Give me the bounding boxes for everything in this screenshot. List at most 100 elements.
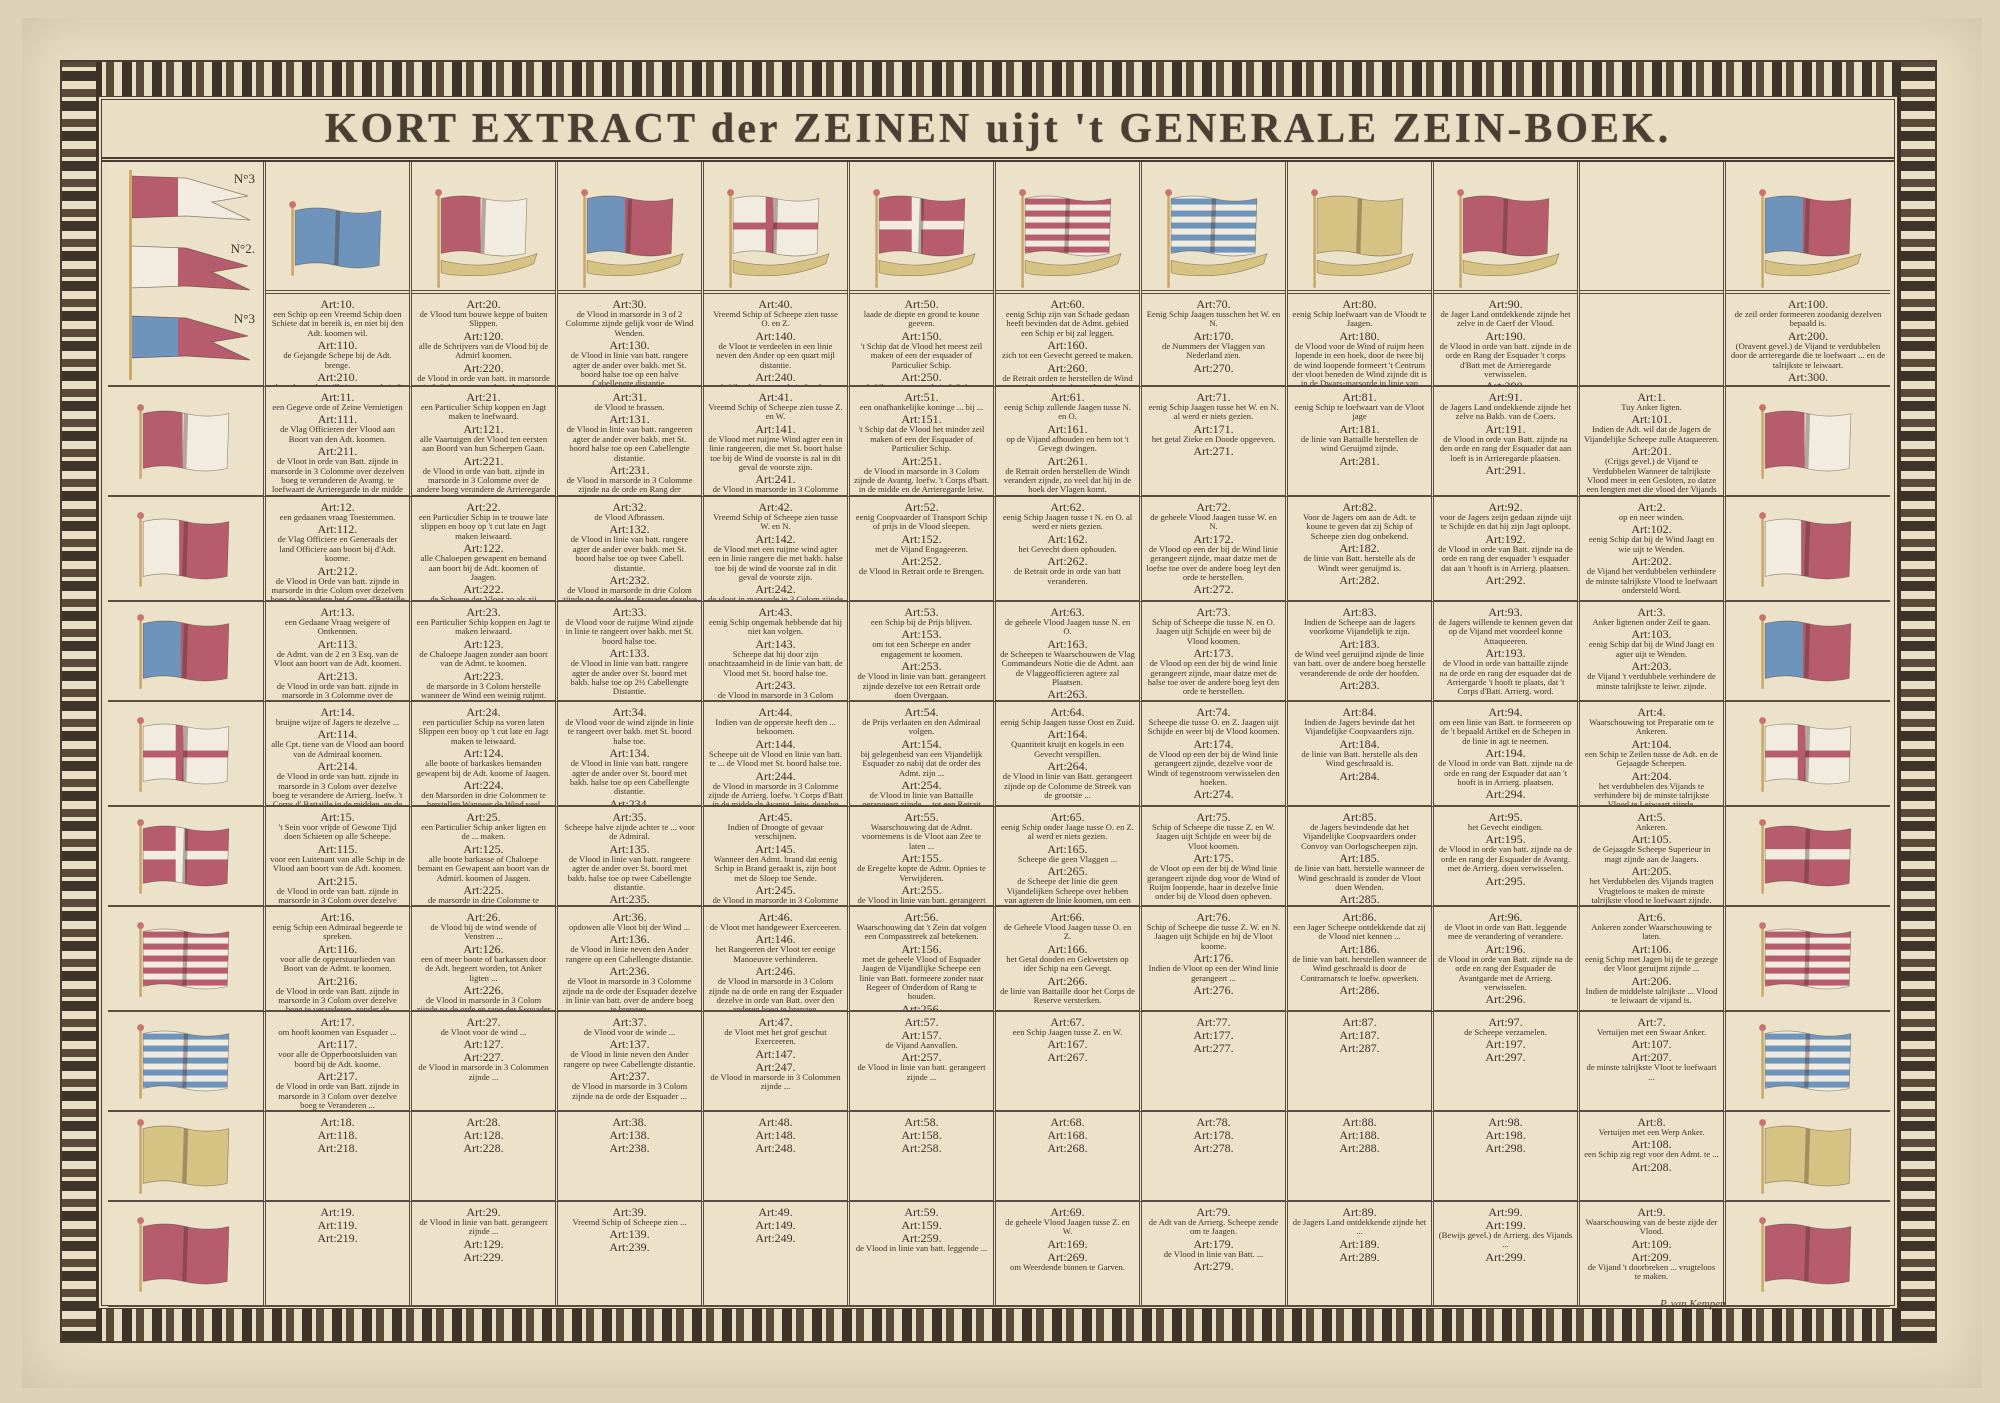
flag-area	[704, 162, 847, 294]
article-text: Waarschouwing van de beste zijde der Vlo…	[1584, 1218, 1719, 1237]
article-block: Art:80.eenig Schip loefwaart van de Vloo…	[1288, 294, 1431, 385]
page-title: KORT EXTRACT der ZEINEN uijt 't GENERALE…	[325, 105, 1671, 153]
article-number: Art:269.	[1000, 1251, 1135, 1263]
header-cell: Art:40.Vreemd Schip of Scheepe zien tuss…	[704, 162, 850, 387]
row-flag-right	[1726, 497, 1890, 602]
article-text: Indien de Vloot op een der Wind linie ge…	[1146, 964, 1281, 983]
article-cell: Art:13.een Gedaane Vraag weigere of Ontk…	[266, 602, 412, 702]
article-text: de Vlood voor de ruijme Wind zijnde in l…	[562, 618, 697, 646]
article-text: de Vlood in linie van batt. rangere agte…	[562, 759, 697, 797]
article-text: de Vlood in orde van batt. zijnde in mar…	[270, 682, 405, 702]
article-text: de Vlood in orde van Batt. zijnde in mar…	[270, 1082, 405, 1110]
article-text: de linie van Batt. herstelle als den Win…	[1292, 750, 1427, 769]
article-text: (Oravent gevel.) de Vijand te verdubbele…	[1730, 342, 1886, 370]
article-number: Art:58.	[854, 1116, 989, 1128]
article-text: een Schip zig regt voor den Admt. te ...	[1584, 1150, 1719, 1159]
article-number: Art:279.	[1146, 1260, 1281, 1272]
article-text: eenig Schip ongemak hebbende dat hij nie…	[708, 618, 843, 637]
article-text: (Crijgs gevel.) de Vijand te Verdubbelen…	[1584, 457, 1719, 497]
article-text: de Vlood in orde van Batt. zijnde na de …	[1438, 545, 1573, 573]
pennant-number: N°2.	[231, 244, 255, 254]
article-text: de Vlood in linie neven den Ander ranger…	[562, 1050, 697, 1069]
article-number: Art:104.	[1584, 738, 1719, 750]
article-text: alle de Schrijvers van de Vlood bij de A…	[416, 342, 551, 361]
article-number: Art:191.	[1438, 423, 1573, 435]
header-cell: Art:100.de zeil order formeeren zoodanig…	[1726, 162, 1890, 387]
article-cell: Art:5.Ankeren.Art:105.de Gejaagde Scheep…	[1580, 807, 1726, 907]
article-text: de linie van Batt. herstelle als de Wind…	[1292, 554, 1427, 573]
article-text: de Vlood in linie van batt. rangeeren ag…	[562, 425, 697, 463]
article-cell: Art:65.eenig Schip onder Jaage tusse O. …	[996, 807, 1142, 907]
article-text: de Jagers willende te kennen geven dat o…	[1438, 618, 1573, 646]
article-text: Indien de Jagers bevinde dat het Vijande…	[1292, 718, 1427, 737]
article-text: de Vlood bij de wind wende of Venstren .…	[416, 923, 551, 942]
article-block: Art:40.Vreemd Schip of Scheepe zien tuss…	[704, 294, 847, 385]
article-cell: Art:91.de Jagers Land ondekkende zijnde …	[1434, 387, 1580, 497]
article-number: Art:163.	[1000, 638, 1135, 650]
article-text: de Vloot in orde van Batt. zijnde in mar…	[270, 457, 405, 497]
article-number: Art:28.	[416, 1116, 551, 1128]
article-number: Art:284.	[1292, 770, 1427, 782]
article-number: Art:87.	[1292, 1016, 1427, 1028]
article-text: eenig Schip zullende Jaagen tusse N. en …	[1000, 403, 1135, 422]
article-text: met de geheele Vlood of Esquader Jaagen …	[854, 955, 989, 1002]
article-text: alle boote barkasse of Chaloepe bemant e…	[416, 855, 551, 883]
article-text: op en neer winden.	[1584, 513, 1719, 522]
article-number: Art:271.	[1146, 445, 1281, 457]
article-cell: Art:52.eenig Coopvaarder of Transport Sc…	[850, 497, 996, 602]
article-text: de Gejaagde Scheepe Superieur in magt zi…	[1584, 845, 1719, 864]
article-number: Art:290.	[1438, 380, 1573, 385]
article-number: Art:282.	[1292, 574, 1427, 586]
article-number: Art:297.	[1438, 1051, 1573, 1063]
article-text: een Schip te Zeilen tusse de Adt. en de …	[1584, 750, 1719, 769]
flag-area	[850, 162, 993, 294]
article-number: Art:247.	[708, 1061, 843, 1073]
article-cell: Art:73.Schip of Scheepe die tusse N. en …	[1142, 602, 1288, 702]
article-text: den Marsorden in drie Colommen te herste…	[416, 791, 551, 807]
article-text: een Particulier Schip koppen en Jagt te …	[416, 618, 551, 637]
article-block: Art:60.eenig Schip zijn van Schade gedaa…	[996, 294, 1139, 385]
row-flag-right	[1726, 602, 1890, 702]
header-cell: Art:30.de Vlood in marsorde in 3 of 2 Co…	[558, 162, 704, 387]
article-text: de linie van Battaille herstellen de win…	[1292, 435, 1427, 454]
article-text: Schip of Scheepe die tusse Z. en W. Jaag…	[1146, 823, 1281, 851]
flag-red-white-stripes-icon	[126, 919, 246, 999]
article-number: Art:251.	[854, 455, 989, 467]
article-text: Vreemd Schip of Scheepe zien tusse W. en…	[708, 513, 843, 532]
article-number: Art:179.	[1146, 1238, 1281, 1250]
article-number: Art:38.	[562, 1116, 697, 1128]
article-text: de Scheepen te Waarschouwen de Vlag Comm…	[1000, 650, 1135, 688]
article-text: Eenig Schip Jaagen tusschen het W. en N.	[1146, 310, 1281, 329]
article-text: Vreemd Schip of Scheepe zien ...	[562, 1218, 697, 1227]
article-number: Art:18.	[270, 1116, 405, 1128]
article-cell: Art:44.Indien van de opperste heeft den …	[704, 702, 850, 807]
article-number: Art:228.	[416, 1142, 551, 1154]
article-text: Wanneer den Admt. brand dat eenig Schip …	[708, 855, 843, 883]
article-text: de Retrait orden herstellen de Windt ver…	[1000, 467, 1135, 495]
article-text: de Vlood voor de Wind of ruijm heen lope…	[1292, 342, 1427, 385]
article-number: Art:283.	[1292, 679, 1427, 691]
article-text: voor alle de Opperbootsluiden van boord …	[270, 1050, 405, 1069]
article-text: de geheele Vlood Jaagen tusse Z. en W.	[1000, 1218, 1135, 1237]
article-number: Art:278.	[1146, 1142, 1281, 1154]
flag-blue-white-stripes-icon	[1154, 186, 1274, 290]
article-text: de Vloot op een der bij de Wind linie ge…	[1146, 864, 1281, 902]
flag-red-white-icon	[424, 186, 544, 290]
pennant-column-header: N°3 N°2. N°3	[108, 162, 266, 387]
article-cell: Art:14.bruijne wijze of Jagers te dezelv…	[266, 702, 412, 807]
article-number: Art:77.	[1146, 1016, 1281, 1028]
article-text: de Gejangde Schepe bij de Adt. brenge.	[270, 351, 405, 370]
article-block: Art:70.Eenig Schip Jaagen tusschen het W…	[1142, 294, 1285, 385]
article-number: Art:209.	[1584, 1251, 1719, 1263]
article-number: Art:296.	[1438, 993, 1573, 1005]
article-number: Art:148.	[708, 1129, 843, 1141]
article-text: het Gevecht doen ophouden.	[1000, 545, 1135, 554]
article-number: Art:277.	[1146, 1042, 1281, 1054]
article-number: Art:161.	[1000, 423, 1135, 435]
article-cell: Art:64.eenig Schip Jaagen tusse Oost en …	[996, 702, 1142, 807]
article-cell: Art:2.op en neer winden.Art:102.eenig Sc…	[1580, 497, 1726, 602]
article-cell: Art:89.de Jagers Land ontdekkende zijnde…	[1288, 1202, 1434, 1307]
article-text: Vertuijen met een Werp Anker.	[1584, 1128, 1719, 1137]
engraver-signature: P. van Kempen.	[1660, 1298, 1728, 1310]
article-text: de Vlood in marsorde in 3 colom zijnde d…	[708, 383, 843, 385]
